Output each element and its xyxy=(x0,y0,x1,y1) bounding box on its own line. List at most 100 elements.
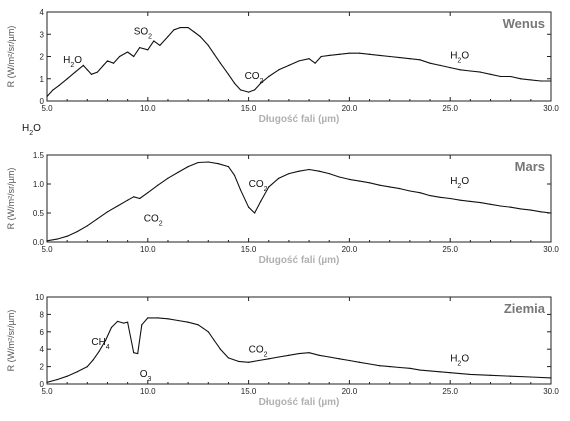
data-point xyxy=(469,373,471,376)
data-point xyxy=(314,62,316,64)
data-point xyxy=(550,377,552,379)
data-point xyxy=(106,60,109,62)
data-point xyxy=(213,339,215,342)
data-point xyxy=(429,195,431,197)
data-point xyxy=(179,26,181,29)
data-point xyxy=(318,354,320,356)
data-point xyxy=(389,366,391,368)
planet-title: Mars xyxy=(515,159,545,174)
data-point xyxy=(510,375,512,377)
x-axis-label: Długość fali (µm) xyxy=(259,397,340,408)
x-tick-label: 20.0 xyxy=(342,104,358,113)
x-tick-label: 20.0 xyxy=(342,245,358,254)
data-point xyxy=(459,199,461,201)
data-point xyxy=(167,177,169,179)
data-point xyxy=(288,172,290,175)
data-point xyxy=(141,324,143,326)
data-point xyxy=(199,35,201,38)
spectrum-line xyxy=(46,161,552,242)
data-point xyxy=(66,235,68,237)
data-point xyxy=(207,44,209,46)
data-point xyxy=(540,211,542,213)
data-point xyxy=(399,366,401,369)
data-point xyxy=(348,52,350,54)
data-point xyxy=(318,170,320,172)
y-axis-label: R (W/m²/sr/µm) xyxy=(6,168,16,230)
data-point xyxy=(92,359,94,361)
annotation-label: H2O xyxy=(450,176,469,190)
data-point xyxy=(96,71,98,73)
data-point xyxy=(308,352,310,354)
annotation-label: CO2 xyxy=(249,345,268,359)
data-point xyxy=(459,69,461,71)
data-point xyxy=(207,331,209,333)
annotation-label: H2O xyxy=(450,353,469,367)
data-point xyxy=(510,206,512,208)
x-tick-label: 25.0 xyxy=(442,387,458,396)
data-point xyxy=(248,91,250,93)
data-point xyxy=(167,35,169,38)
y-tick-label: 2 xyxy=(40,363,45,372)
data-point xyxy=(46,95,48,98)
data-point xyxy=(74,71,76,73)
data-point xyxy=(268,186,270,188)
data-point xyxy=(133,196,135,198)
data-point xyxy=(86,225,88,227)
data-point xyxy=(510,75,512,78)
data-point xyxy=(268,358,270,360)
plot-frame xyxy=(46,154,552,243)
data-point xyxy=(288,64,290,66)
data-point xyxy=(197,324,199,326)
data-point xyxy=(66,375,68,377)
data-point xyxy=(139,197,141,200)
data-point xyxy=(530,209,532,211)
data-point xyxy=(368,53,371,55)
data-point xyxy=(219,62,221,64)
data-point xyxy=(439,196,441,198)
y-tick-label: 3 xyxy=(40,30,45,39)
x-tick-label: 30.0 xyxy=(543,104,559,113)
data-point xyxy=(429,62,431,64)
panel-wenus: 5.0 10.0 15.0 20.0 25.0 30.0 0 1 2 3 4 Długość fali… xyxy=(6,8,559,125)
data-point xyxy=(139,47,141,49)
y-axis-label: R (W/m²/sr/µm) xyxy=(6,310,16,372)
data-point xyxy=(258,359,260,362)
data-point xyxy=(98,350,101,352)
data-point xyxy=(219,348,221,350)
data-point xyxy=(328,356,330,358)
data-point xyxy=(239,89,242,91)
data-point xyxy=(368,363,371,365)
y-tick-label: 0 xyxy=(40,97,45,106)
data-point xyxy=(298,60,300,62)
data-point xyxy=(82,64,84,66)
data-point xyxy=(110,326,113,329)
data-point xyxy=(237,360,240,362)
data-point xyxy=(157,317,159,319)
data-point xyxy=(389,186,391,188)
data-point xyxy=(298,170,300,172)
data-point xyxy=(248,206,250,208)
data-point xyxy=(58,84,60,87)
data-point xyxy=(197,161,199,164)
data-point xyxy=(147,192,149,194)
data-point xyxy=(248,361,250,363)
data-point xyxy=(233,174,236,176)
y-axis-label: R (W/m²/sr/µm) xyxy=(6,26,16,88)
y-tick-label: 0 xyxy=(40,380,45,389)
plot-frame xyxy=(46,11,552,102)
data-point xyxy=(389,55,391,58)
data-point xyxy=(187,166,189,168)
data-point xyxy=(278,69,280,71)
data-point xyxy=(106,211,109,213)
y-tick-label: 10 xyxy=(35,293,44,302)
data-point xyxy=(112,62,115,64)
data-point xyxy=(439,371,441,373)
data-point xyxy=(96,218,98,220)
data-point xyxy=(260,82,262,84)
data-point xyxy=(308,58,310,60)
data-point xyxy=(147,317,149,319)
data-point xyxy=(328,172,330,175)
data-point xyxy=(399,188,401,190)
annotation-label: O3 xyxy=(140,369,152,383)
